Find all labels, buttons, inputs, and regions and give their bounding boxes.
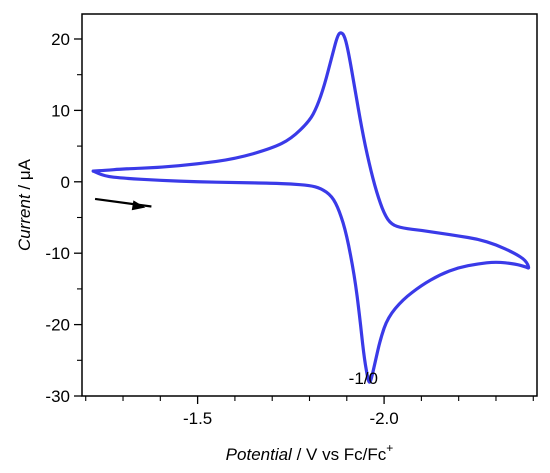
x-axis-label: Potential / V vs Fc/Fc+ [226, 441, 394, 464]
x-axis-label-rest: / V vs Fc/Fc [292, 445, 387, 464]
y-tick-label: 0 [61, 173, 70, 192]
axis-ticks: -1.5 -2.0 20 10 0 -10 -20 -30 [45, 30, 534, 428]
y-tick-label: -30 [45, 387, 70, 406]
scan-direction-arrow-head [131, 200, 146, 211]
x-axis-label-italic: Potential [226, 445, 293, 464]
axis-labels: Potential / V vs Fc/Fc+ Current / μA [15, 158, 393, 464]
y-tick-label: -20 [45, 316, 70, 335]
annotations: -1/0 [94, 197, 378, 388]
scan-direction-arrow-shaft [94, 197, 152, 208]
y-tick-label: -10 [45, 244, 70, 263]
x-tick-label: -1.5 [183, 409, 212, 428]
y-axis-label: Current / μA [15, 158, 34, 251]
plot-border [81, 13, 538, 397]
y-axis-label-italic: Current [15, 193, 34, 251]
y-tick-label: 20 [51, 30, 70, 49]
plot-frame [81, 13, 538, 397]
y-axis-label-rest: / μA [15, 158, 34, 194]
y-tick-label: 10 [51, 101, 70, 120]
cv-trace [91, 31, 531, 384]
redox-couple-label: -1/0 [349, 369, 378, 388]
x-tick-label: -2.0 [369, 409, 398, 428]
x-axis-label-sup: + [386, 441, 393, 455]
data-series [91, 31, 531, 384]
